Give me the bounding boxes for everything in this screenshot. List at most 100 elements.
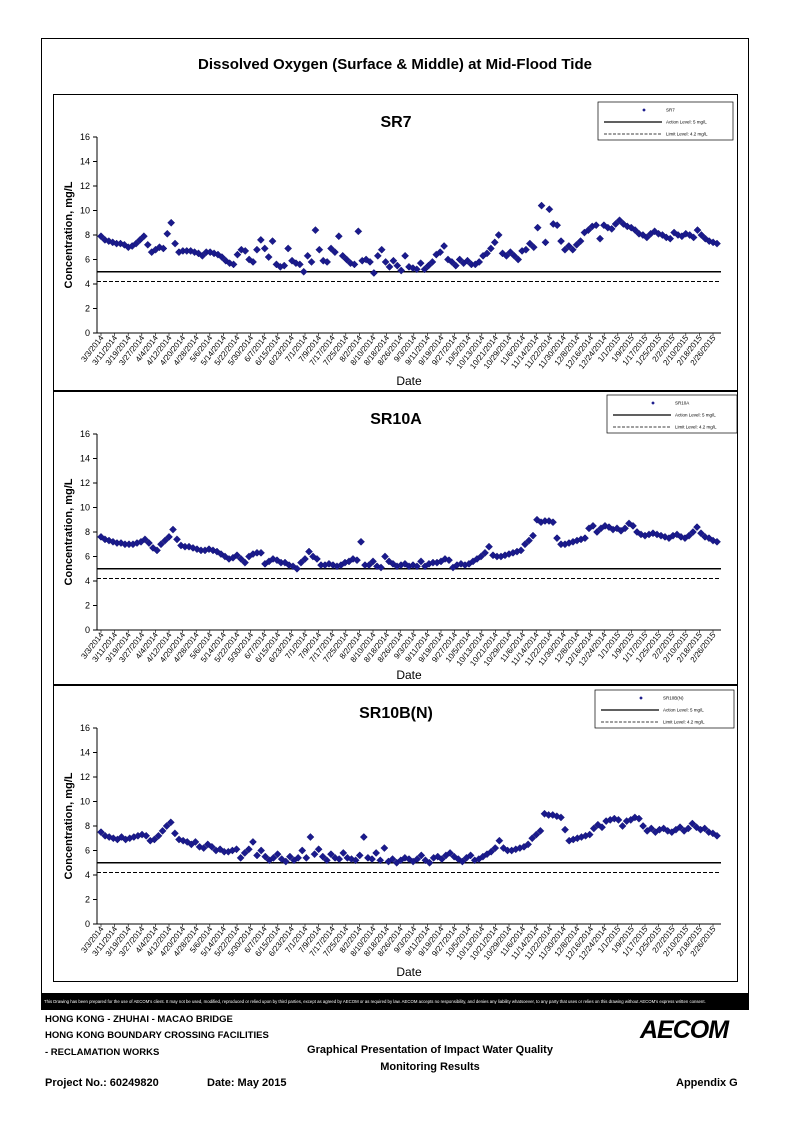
project-number: Project No.: 60249820 [45, 1077, 159, 1089]
data-point [373, 251, 382, 260]
data-point [424, 261, 433, 270]
data-point [454, 855, 463, 863]
data-point [487, 847, 496, 856]
data-point [331, 853, 339, 862]
y-tick-label: 4 [85, 279, 90, 289]
data-point [335, 855, 344, 863]
data-point [301, 555, 309, 563]
y-tick-label: 10 [80, 206, 90, 216]
data-point [232, 845, 241, 854]
data-point [598, 823, 606, 832]
data-point [485, 542, 493, 551]
data-point [313, 555, 321, 563]
data-point [420, 265, 429, 274]
data-point [233, 250, 242, 259]
data-point [281, 857, 290, 866]
data-point [676, 823, 684, 832]
x-axis-title: Date [396, 374, 422, 388]
chart-title: SR10B(N) [359, 705, 433, 722]
data-point [143, 240, 152, 249]
chart-sr10a: SR10A02468101214163/3/20143/11/20143/19/… [63, 394, 738, 682]
data-point [351, 856, 360, 865]
data-point [381, 258, 390, 266]
data-point [596, 234, 604, 243]
data-point [273, 850, 282, 859]
data-point [389, 256, 398, 265]
data-point [647, 824, 656, 833]
data-point [268, 237, 277, 246]
data-point [713, 537, 721, 546]
data-point [303, 251, 312, 260]
data-point [173, 535, 181, 544]
data-point [370, 269, 378, 277]
data-point [241, 247, 250, 255]
data-point [298, 846, 307, 855]
y-tick-label: 2 [85, 304, 90, 314]
data-point [589, 824, 598, 833]
y-tick-label: 16 [80, 429, 90, 439]
data-point [241, 558, 249, 567]
x-axis-title: Date [396, 965, 422, 979]
data-point [315, 245, 324, 254]
data-point [477, 552, 485, 561]
data-point [529, 243, 538, 252]
data-point [299, 267, 308, 276]
data-point [631, 226, 640, 234]
report-date: Date: May 2015 [207, 1077, 287, 1089]
data-point [619, 220, 628, 228]
data-point [305, 547, 313, 556]
data-point [261, 852, 270, 861]
x-axis-title: Date [396, 668, 422, 682]
y-tick-label: 8 [85, 230, 90, 240]
data-point [517, 546, 525, 555]
data-point [163, 229, 172, 238]
data-point [140, 232, 148, 241]
project-line-2: HONG KONG BOUNDARY CROSSING FACILITIES [45, 1030, 269, 1041]
data-point [561, 825, 569, 834]
data-point [528, 834, 537, 843]
data-point [244, 845, 253, 854]
data-point [311, 226, 320, 234]
y-tick-label: 2 [85, 601, 90, 611]
data-point [425, 858, 434, 867]
data-point [545, 205, 554, 214]
data-point [318, 852, 327, 861]
data-point [557, 237, 565, 246]
data-point [237, 555, 245, 563]
data-point [327, 850, 335, 859]
data-point [307, 258, 316, 266]
data-point [353, 556, 361, 565]
data-point [495, 836, 504, 845]
data-point [674, 231, 682, 239]
data-point [138, 830, 146, 839]
data-point [611, 220, 620, 228]
data-point [229, 260, 238, 269]
data-point [681, 229, 690, 238]
data-point [428, 258, 437, 266]
data-point [401, 853, 409, 862]
y-tick-label: 8 [85, 527, 90, 537]
data-point [709, 829, 717, 838]
data-point [376, 856, 385, 865]
data-point [521, 540, 529, 549]
y-tick-label: 8 [85, 821, 90, 831]
data-point [293, 564, 301, 573]
data-point [323, 258, 332, 266]
data-point [561, 245, 569, 254]
data-point [145, 539, 153, 547]
data-point [364, 853, 372, 862]
data-point [697, 529, 705, 538]
legend-label: Action Level: 5 mg/L [675, 413, 716, 418]
y-tick-label: 6 [85, 255, 90, 265]
data-point [233, 551, 241, 560]
data-point [693, 523, 701, 531]
legend-marker [639, 696, 643, 700]
y-axis-title: Concentration, mg/L [63, 772, 75, 879]
data-point [629, 521, 637, 530]
chart-panel-sr10bn: SR10B(N) 0 2 4 6 8 10 12 14 16 3/3/2014 3/11/2014 3/… [53, 685, 738, 982]
data-point [153, 546, 161, 555]
data-point [533, 223, 542, 232]
data-point [635, 814, 643, 823]
y-tick-label: 16 [80, 132, 90, 142]
data-point [537, 201, 546, 210]
